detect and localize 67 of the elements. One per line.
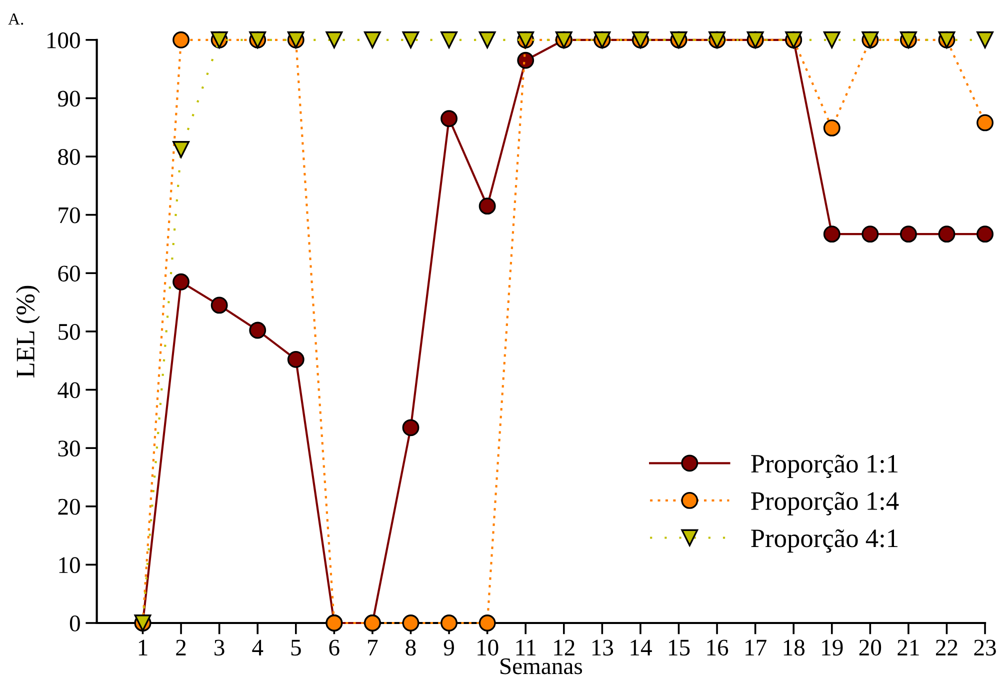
point <box>478 614 496 632</box>
x-tick-label: 12 <box>554 640 574 656</box>
point <box>900 226 917 243</box>
x-tick-label: 19 <box>822 640 843 656</box>
x-tick-label: 4 <box>252 640 264 656</box>
x-tick-label: 23 <box>974 640 996 656</box>
x-tick-label: 3 <box>214 640 224 656</box>
y-tick-label: 20 <box>58 498 80 515</box>
y-tick-label: 70 <box>58 207 80 224</box>
x-tick-label: 1 <box>138 640 148 656</box>
y-axis-title: LEL (%) <box>16 286 40 378</box>
point <box>249 322 266 339</box>
legend-label: Proporção 1:4 <box>751 492 899 516</box>
x-tick-label: 16 <box>707 640 728 656</box>
point <box>478 31 496 48</box>
point <box>862 226 879 243</box>
x-tick-label: 13 <box>592 640 614 656</box>
point <box>823 31 840 48</box>
x-tick-label: 9 <box>444 640 454 656</box>
point <box>402 614 420 632</box>
point <box>172 31 190 48</box>
x-tick-label: 14 <box>630 640 652 656</box>
x-tick-label: 11 <box>516 640 536 656</box>
point <box>517 52 534 69</box>
point <box>976 226 994 243</box>
y-tick-label: 0 <box>70 615 80 632</box>
x-tick-label: 5 <box>291 640 301 656</box>
point <box>440 614 458 632</box>
x-axis-title: Semanas <box>500 658 582 674</box>
x-tick-label: 7 <box>368 640 378 656</box>
point <box>172 141 190 158</box>
point <box>287 350 304 368</box>
point <box>364 31 381 48</box>
point <box>172 273 190 290</box>
point <box>938 226 956 243</box>
x-tick-label: 8 <box>406 640 416 656</box>
y-tick-label: 100 <box>47 32 80 48</box>
y-tick-label: 80 <box>58 149 80 165</box>
point <box>976 31 994 48</box>
y-tick-label: 90 <box>58 90 80 107</box>
y-tick-label: 40 <box>58 382 80 398</box>
point <box>326 31 343 48</box>
point <box>402 419 420 436</box>
point <box>440 110 458 128</box>
x-tick-label: 18 <box>784 640 805 656</box>
point <box>478 198 496 215</box>
x-tick-label: 22 <box>936 640 958 656</box>
x-tick-label: 10 <box>478 640 498 656</box>
point <box>402 31 420 48</box>
legend-label: Proporção 1:1 <box>751 454 898 478</box>
y-tick-label: 60 <box>58 266 80 282</box>
x-tick-label: 20 <box>859 640 882 656</box>
x-tick-label: 6 <box>329 640 340 656</box>
legend-label: Proporção 4:1 <box>751 529 898 553</box>
chart-title: A. <box>8 13 24 25</box>
x-tick-label: 15 <box>669 640 690 656</box>
point <box>210 296 228 314</box>
x-tick-label: 2 <box>176 640 186 656</box>
point <box>976 114 994 132</box>
point <box>440 31 458 48</box>
x-tick-label: 17 <box>746 640 766 656</box>
x-tick-label: 21 <box>898 640 919 656</box>
y-tick-label: 30 <box>58 440 80 456</box>
point <box>823 119 840 136</box>
y-tick-label: 50 <box>58 324 80 340</box>
y-tick-label: 10 <box>59 557 80 574</box>
point <box>823 226 840 243</box>
